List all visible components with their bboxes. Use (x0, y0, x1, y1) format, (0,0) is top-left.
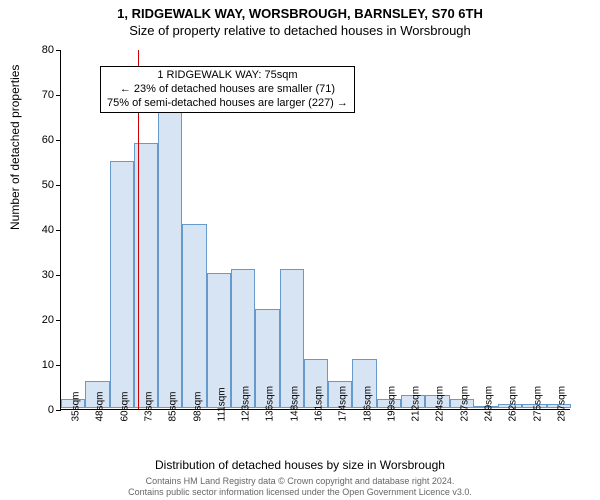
y-tick-mark (56, 185, 61, 186)
attribution-footer: Contains HM Land Registry data © Crown c… (0, 476, 600, 498)
y-tick-mark (56, 95, 61, 96)
y-tick-label: 70 (24, 89, 54, 101)
y-tick-mark (56, 320, 61, 321)
y-tick-label: 80 (24, 44, 54, 56)
histogram-bar (182, 224, 206, 408)
y-tick-label: 40 (24, 224, 54, 236)
footer-line-1: Contains HM Land Registry data © Crown c… (0, 476, 600, 487)
y-tick-mark (56, 410, 61, 411)
y-tick-mark (56, 140, 61, 141)
footer-line-2: Contains public sector information licen… (0, 487, 600, 498)
annotation-line-3: 75% of semi-detached houses are larger (… (107, 97, 348, 111)
histogram-bar (158, 103, 182, 408)
y-tick-mark (56, 230, 61, 231)
annotation-line-2: ← 23% of detached houses are smaller (71… (107, 83, 348, 97)
y-tick-label: 50 (24, 179, 54, 191)
chart-area: 1 RIDGEWALK WAY: 75sqm ← 23% of detached… (60, 50, 570, 410)
y-tick-mark (56, 50, 61, 51)
y-tick-mark (56, 365, 61, 366)
y-tick-label: 60 (24, 134, 54, 146)
histogram-bar (110, 161, 134, 408)
annotation-line-1: 1 RIDGEWALK WAY: 75sqm (107, 69, 348, 83)
y-tick-mark (56, 275, 61, 276)
x-axis-label: Distribution of detached houses by size … (0, 458, 600, 472)
y-tick-label: 0 (24, 404, 54, 416)
title-subtitle: Size of property relative to detached ho… (0, 21, 600, 38)
y-tick-label: 30 (24, 269, 54, 281)
y-axis-label: Number of detached properties (8, 65, 22, 230)
y-tick-label: 10 (24, 359, 54, 371)
y-tick-label: 20 (24, 314, 54, 326)
annotation-box: 1 RIDGEWALK WAY: 75sqm ← 23% of detached… (100, 66, 355, 113)
title-address: 1, RIDGEWALK WAY, WORSBROUGH, BARNSLEY, … (0, 0, 600, 21)
